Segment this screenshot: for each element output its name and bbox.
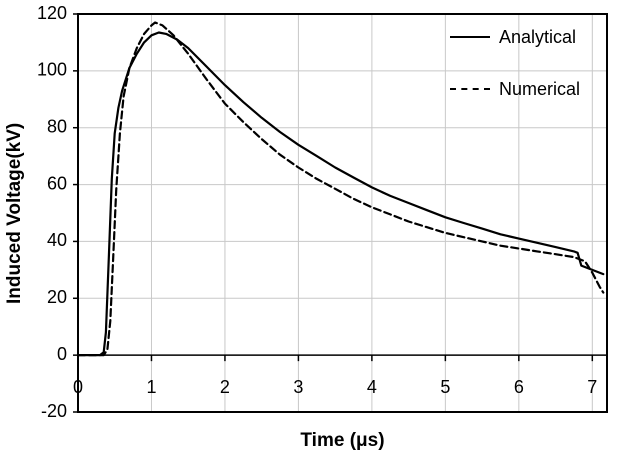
- y-tick-label: 120: [37, 3, 67, 23]
- x-tick-label: 3: [293, 377, 303, 397]
- y-tick-label: 100: [37, 60, 67, 80]
- legend-item-analytical: Analytical: [450, 22, 615, 52]
- dashed-line-icon: [450, 88, 490, 90]
- x-tick-label: 2: [220, 377, 230, 397]
- legend-label-numerical: Numerical: [499, 78, 581, 99]
- x-axis-title: Time (μs): [300, 430, 385, 451]
- series-numerical: [76, 21, 605, 357]
- x-tick-label: 6: [514, 377, 524, 397]
- y-tick-label: -20: [41, 401, 67, 421]
- x-tick-label: 1: [146, 377, 156, 397]
- y-tick-label: 80: [47, 116, 67, 136]
- x-tick-label: 4: [367, 377, 377, 397]
- legend: Analytical Numerical: [450, 22, 615, 126]
- y-tick-label: 20: [47, 287, 67, 307]
- legend-label-analytical: Analytical: [499, 26, 577, 47]
- plot-border: [77, 13, 608, 413]
- legend-item-numerical: Numerical: [450, 74, 615, 104]
- y-tick-label: 0: [57, 344, 67, 364]
- x-tick-label: 7: [587, 377, 597, 397]
- x-tick-label: 0: [73, 377, 83, 397]
- y-tick-label: 60: [47, 173, 67, 193]
- x-tick-label: 5: [440, 377, 450, 397]
- series-analytical: [76, 31, 605, 357]
- y-tick-label: 40: [47, 230, 67, 250]
- solid-line-icon: [450, 36, 490, 38]
